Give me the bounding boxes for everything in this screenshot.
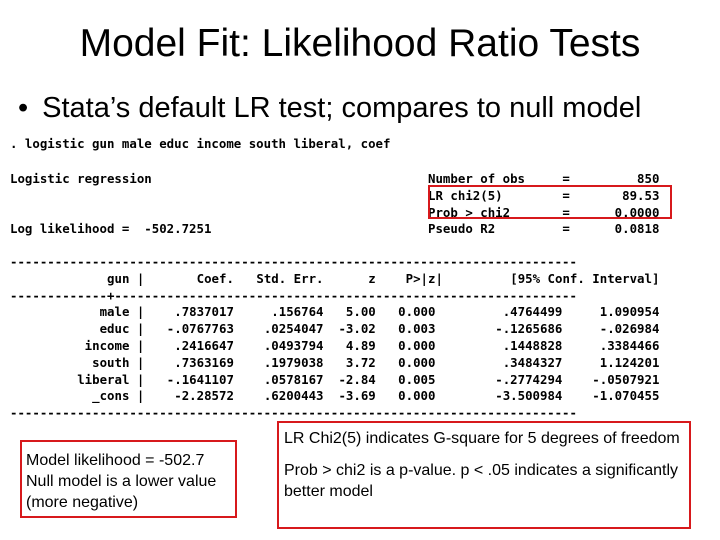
slide-title: Model Fit: Likelihood Ratio Tests (79, 22, 641, 65)
cell-z: 5.00 (345, 304, 376, 320)
stat-label: LR chi2(5) (428, 187, 503, 203)
cell-coef: -.0767763 (166, 321, 234, 337)
stat-value: 0.0818 (614, 221, 660, 237)
cell-coef: .2416647 (174, 338, 234, 353)
cell-stderr: .1979038 (263, 354, 324, 370)
right-note-box (277, 421, 691, 529)
row-variable: south (92, 354, 130, 370)
cell-z: 4.89 (345, 338, 376, 353)
cell-ci-high: -.026984 (599, 321, 660, 337)
cell-ci-low: .4764499 (502, 304, 563, 320)
right-note-text-2: Prob > chi2 is a p-value. p < .05 indica… (284, 462, 678, 500)
stat-label: Pseudo R2 (428, 221, 496, 237)
log-likelihood: Log likelihood = -502.7251 (10, 221, 211, 238)
header-stderr: Std. Err. (256, 270, 324, 286)
cell-z: -2.84 (338, 371, 376, 387)
bullet-dot: • (18, 92, 29, 124)
cell-p: 0.003 (398, 321, 436, 337)
stat-value: 0.0000 (614, 204, 660, 220)
bullet-line: • Stata’s default LR test; compares to nu… (18, 92, 641, 125)
bullet-text: Stata’s default LR test; compares to nul… (42, 92, 642, 124)
stat-equals: = (562, 171, 570, 186)
stat-label: Number of obs (428, 171, 525, 186)
stat-value: 850 (637, 171, 660, 186)
cell-coef: .7363169 (174, 354, 234, 370)
table-mid-rule: -------------+--------------------------… (10, 287, 577, 303)
cell-ci-high: -.0507921 (592, 371, 660, 387)
row-separator: | (136, 354, 145, 370)
left-note-text: Model likelihood = -502.7 Null model is … (26, 452, 217, 511)
row-variable: income (84, 338, 130, 353)
row-variable: liberal (77, 371, 130, 387)
left-note-box (20, 440, 237, 518)
stat-equals: = (562, 221, 570, 237)
stat-equals: = (562, 204, 570, 220)
cell-p: 0.000 (398, 304, 436, 320)
log-likelihood-label: Log likelihood = (10, 221, 130, 236)
cell-stderr: .0493794 (263, 338, 324, 353)
header-p: P>|z| (405, 270, 443, 286)
cell-z: 3.72 (345, 354, 376, 370)
cell-coef: -2.28572 (174, 388, 234, 404)
right-note-text-1: LR Chi2(5) indicates G-square for 5 degr… (284, 430, 680, 447)
cell-stderr: .156764 (271, 304, 324, 320)
header-coef: Coef. (196, 270, 234, 286)
cell-p: 0.000 (398, 338, 436, 353)
cell-ci-low: .1448828 (502, 338, 563, 353)
table-top-rule: ----------------------------------------… (10, 254, 577, 269)
stat-label: Prob > chi2 (428, 204, 511, 220)
right-note: LR Chi2(5) indicates G-square for 5 degr… (284, 428, 686, 502)
model-name: Logistic regression (10, 171, 152, 186)
row-variable: educ (99, 321, 130, 337)
lr-test-highlight-box (428, 185, 672, 219)
cell-coef: -.1641107 (166, 371, 234, 387)
cell-z: -3.02 (338, 321, 376, 337)
stat-value: 89.53 (622, 187, 660, 203)
cell-p: 0.000 (398, 354, 436, 370)
cell-ci-high: .3384466 (599, 338, 660, 353)
cell-stderr: .0578167 (263, 371, 324, 387)
log-likelihood-value: -502.7251 (144, 221, 212, 236)
stat-equals: = (562, 187, 570, 203)
table-bottom-rule: ----------------------------------------… (10, 405, 577, 421)
header-ci: [95% Conf. Interval] (510, 270, 660, 286)
cell-ci-low: -3.500984 (495, 388, 563, 404)
cell-ci-high: 1.124201 (599, 354, 660, 370)
row-separator: | (136, 371, 145, 387)
row-separator: | (136, 338, 145, 353)
cell-stderr: .6200443 (263, 388, 324, 404)
row-variable: male (99, 304, 130, 320)
row-separator: | (136, 304, 145, 320)
cell-coef: .7837017 (174, 304, 234, 320)
cell-p: 0.005 (398, 371, 436, 387)
cell-ci-low: -.2774294 (495, 371, 563, 387)
cell-stderr: .0254047 (263, 321, 324, 337)
row-separator: | (136, 321, 145, 337)
row-variable: _cons (92, 388, 130, 404)
header-z: z (368, 270, 376, 286)
left-note: Model likelihood = -502.7 Null model is … (26, 450, 234, 513)
header-depvar: gun (107, 270, 130, 286)
stata-command: . logistic gun male educ income south li… (10, 136, 391, 151)
header-separator: | (136, 270, 145, 286)
row-separator: | (136, 388, 145, 404)
cell-z: -3.69 (338, 388, 376, 404)
cell-ci-high: 1.090954 (599, 304, 660, 320)
cell-ci-high: -1.070455 (592, 388, 660, 404)
cell-ci-low: -.1265686 (495, 321, 563, 337)
cell-ci-low: .3484327 (502, 354, 563, 370)
cell-p: 0.000 (398, 388, 436, 404)
